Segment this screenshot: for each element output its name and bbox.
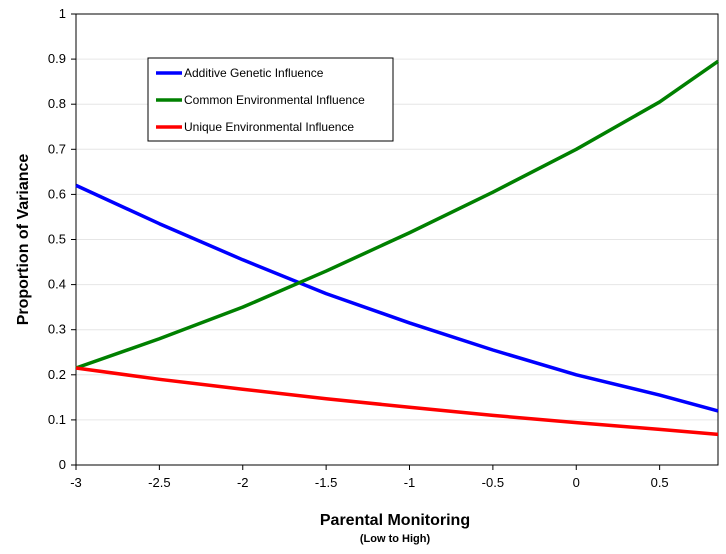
- series-lines: [75, 59, 719, 437]
- y-tick-label: 0.4: [48, 277, 66, 292]
- series-line-3: [75, 366, 719, 437]
- y-axis-label: Proportion of Variance: [15, 154, 32, 326]
- x-tick-label: -3: [70, 475, 82, 490]
- x-tick-label: -1: [404, 475, 416, 490]
- y-tick-label: 0.6: [48, 186, 66, 201]
- y-tick-label: 0.2: [48, 367, 66, 382]
- y-tick-label: 0.7: [48, 141, 66, 156]
- y-tick-label: 1: [59, 6, 66, 21]
- x-tick-label: -2.5: [148, 475, 170, 490]
- x-axis: -3 -2.5 -2 -1.5 -1 -0.5 0 0.5: [70, 465, 669, 490]
- legend-label: Additive Genetic Influence: [184, 66, 324, 80]
- legend-box: [147, 57, 394, 142]
- x-tick-label: -0.5: [482, 475, 504, 490]
- y-tick-label: 0: [59, 457, 66, 472]
- legend: Additive Genetic Influence Common Environ…: [147, 57, 394, 142]
- y-tick-label: 0.3: [48, 322, 66, 337]
- series-line-1: [75, 183, 719, 413]
- x-tick-label: 0.5: [651, 475, 669, 490]
- x-tick-label: 0: [573, 475, 580, 490]
- x-axis-sublabel: (Low to High): [360, 533, 431, 545]
- y-tick-label: 0.1: [48, 412, 66, 427]
- legend-label: Common Environmental Influence: [184, 93, 365, 107]
- legend-label: Unique Environmental Influence: [184, 120, 354, 134]
- y-tick-label: 0.9: [48, 51, 66, 66]
- series-line-2: [75, 59, 719, 370]
- y-tick-label: 0.8: [48, 96, 66, 111]
- y-axis: 0 0.1 0.2 0.3 0.4 0.5 0.6 0.7 0.8 0.9 1: [48, 6, 76, 472]
- x-axis-label: Parental Monitoring: [320, 512, 470, 529]
- x-tick-label: -2: [237, 475, 249, 490]
- y-tick-label: 0.5: [48, 232, 66, 247]
- x-tick-label: -1.5: [315, 475, 337, 490]
